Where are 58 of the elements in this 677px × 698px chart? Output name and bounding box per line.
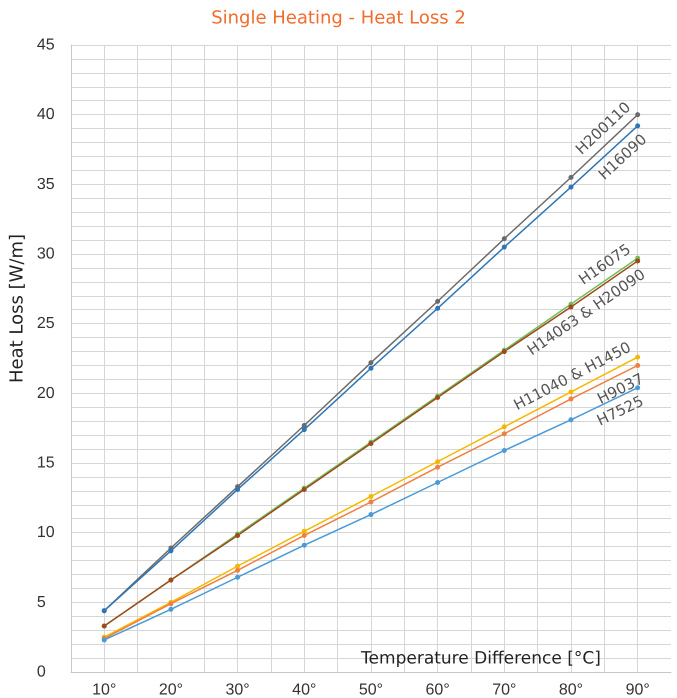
point — [435, 298, 440, 304]
point — [435, 480, 440, 486]
y-tick-label: 10 — [36, 524, 55, 542]
y-tick-label: 30 — [36, 246, 55, 262]
x-tick-label: 10° — [92, 682, 116, 698]
point — [568, 304, 574, 310]
point — [502, 236, 507, 242]
point — [302, 427, 307, 432]
point — [502, 244, 507, 250]
x-tick-label: 60° — [426, 682, 450, 698]
point — [635, 354, 640, 360]
y-tick-label: 40 — [36, 106, 55, 124]
point — [568, 396, 574, 402]
point — [568, 174, 574, 180]
x-tick-label: 30° — [225, 682, 250, 698]
point — [368, 366, 374, 371]
x-axis-title: Temperature Difference [°C] — [360, 648, 601, 668]
x-tick-label: 20° — [158, 682, 184, 698]
x-tick-label: 90° — [626, 682, 650, 698]
point — [568, 389, 574, 394]
point — [302, 542, 307, 548]
point — [235, 486, 240, 492]
point — [568, 417, 574, 422]
point — [635, 112, 640, 118]
point — [302, 422, 307, 428]
point — [635, 123, 640, 128]
point — [302, 532, 307, 538]
point — [235, 568, 240, 573]
point — [168, 548, 174, 554]
point — [435, 464, 440, 470]
y-tick-label: 20 — [36, 384, 55, 402]
y-axis-title: Heat Loss [W/m] — [6, 234, 28, 384]
x-tick-label: 70° — [492, 682, 516, 698]
y-tick-label: 0 — [36, 664, 46, 680]
point — [635, 362, 640, 368]
x-tick-label: 40° — [292, 682, 316, 698]
point — [502, 448, 507, 453]
point — [435, 459, 440, 464]
y-tick-label: 25 — [36, 315, 55, 332]
point — [235, 564, 240, 569]
point — [368, 512, 374, 518]
point — [502, 424, 507, 430]
point — [435, 306, 440, 311]
point — [368, 360, 374, 366]
point — [235, 574, 240, 580]
point — [568, 184, 574, 190]
point — [368, 494, 374, 499]
x-tick-label: 80° — [558, 682, 584, 698]
x-tick-label: 50° — [358, 682, 384, 698]
point — [168, 606, 174, 612]
y-tick-label: 5 — [36, 594, 46, 611]
y-tick-label: 35 — [36, 176, 55, 193]
y-tick-label: 15 — [36, 454, 55, 472]
y-tick-label: 45 — [36, 36, 55, 54]
chart-title: Single Heating - Heat Loss 2 — [211, 8, 466, 28]
point — [635, 258, 640, 264]
point — [368, 500, 374, 505]
point — [502, 431, 507, 436]
